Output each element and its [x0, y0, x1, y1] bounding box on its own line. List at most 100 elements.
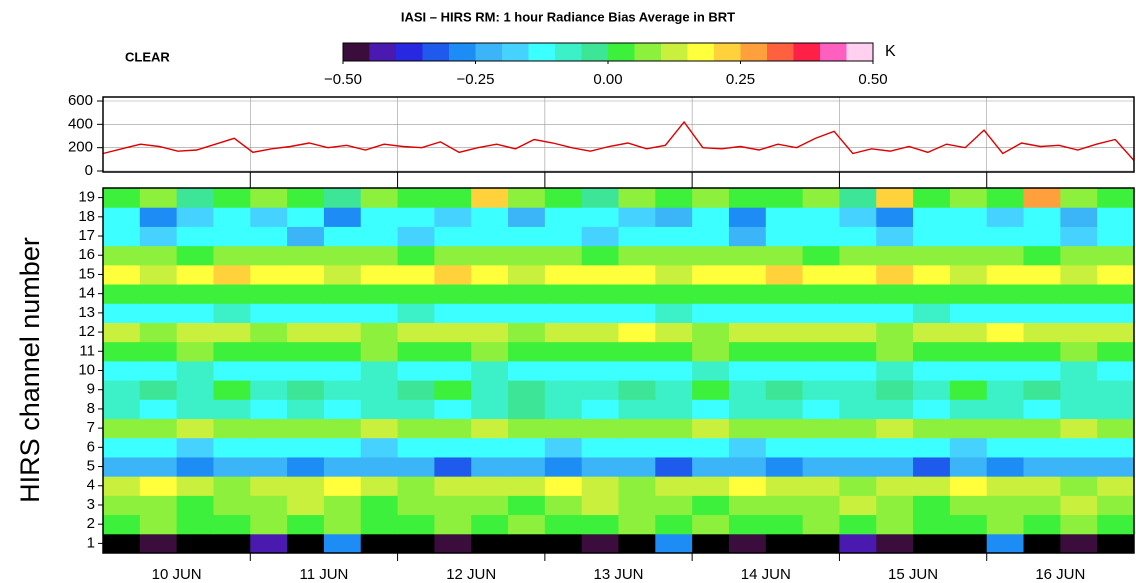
heat-cell: [765, 341, 804, 362]
heat-cell: [949, 437, 988, 458]
heat-cell: [692, 188, 730, 208]
heat-cell: [692, 303, 730, 323]
heat-cell: [876, 437, 914, 458]
y-tick-label: 19: [78, 189, 95, 206]
heat-cell: [618, 476, 656, 496]
colorbar-cell: [502, 43, 529, 61]
panel-frame: [102, 96, 1135, 173]
heat-cell: [1060, 456, 1098, 477]
heat-cell: [692, 399, 730, 420]
heat-cell: [103, 341, 141, 362]
heat-cell: [250, 264, 288, 285]
y-tick-label: 3: [87, 496, 95, 513]
heat-cell: [176, 322, 214, 343]
heat-cell: [213, 437, 251, 458]
heat-cell: [103, 533, 141, 554]
heat-cell: [692, 533, 730, 554]
heat-cell: [692, 437, 730, 458]
heat-cell: [1097, 226, 1135, 247]
heat-cell: [802, 380, 840, 400]
heat-cell: [250, 476, 288, 496]
heat-cell: [250, 284, 288, 304]
heat-cell: [139, 360, 178, 381]
heat-cell: [103, 188, 141, 208]
heat-cell: [103, 456, 141, 477]
heat-cell: [618, 514, 656, 535]
heat-cell: [692, 207, 730, 227]
heat-cell: [323, 456, 362, 477]
heat-cell: [360, 245, 399, 266]
heat-cell: [287, 418, 325, 439]
heat-cell: [434, 284, 472, 304]
heat-cell: [360, 476, 399, 496]
heat-cell: [618, 245, 656, 266]
heat-cell: [913, 341, 951, 362]
heat-cell: [323, 188, 362, 208]
heat-cell: [287, 188, 325, 208]
heat-cell: [728, 380, 767, 400]
colorbar-cell: [555, 43, 582, 61]
heat-cell: [434, 245, 472, 266]
heat-cell: [1060, 495, 1098, 516]
heat-cell: [323, 226, 362, 247]
heat-cell: [323, 322, 362, 343]
heat-cell: [1097, 188, 1135, 208]
heat-cell: [508, 418, 546, 439]
heat-cell: [176, 284, 214, 304]
colorbar-unit: K: [885, 43, 896, 60]
heat-cell: [913, 264, 951, 285]
heat-cell: [1023, 399, 1061, 420]
heat-cell: [250, 360, 288, 381]
heat-cell: [692, 380, 730, 400]
heat-cell: [802, 188, 840, 208]
heat-cell: [802, 514, 840, 535]
heat-cell: [434, 399, 472, 420]
heat-cell: [139, 476, 178, 496]
heat-cell: [1097, 437, 1135, 458]
heat-cell: [765, 322, 804, 343]
heat-cell: [139, 380, 178, 400]
heat-cell: [986, 476, 1025, 496]
heat-cell: [397, 226, 435, 247]
heat-cell: [1097, 476, 1135, 496]
heat-cell: [360, 399, 399, 420]
heat-cell: [397, 303, 435, 323]
heat-cell: [287, 456, 325, 477]
heat-cell: [1097, 514, 1135, 535]
heat-cell: [655, 284, 693, 304]
y-tick-label: 11: [79, 342, 95, 359]
heat-cell: [544, 207, 583, 227]
heat-cell: [728, 226, 767, 247]
heat-cell: [508, 399, 546, 420]
heat-cell: [360, 418, 399, 439]
heat-cell: [434, 437, 472, 458]
heat-cell: [397, 495, 435, 516]
heat-cell: [692, 284, 730, 304]
colorbar-cell: [528, 43, 556, 61]
heat-cell: [508, 341, 546, 362]
heat-cell: [213, 514, 251, 535]
heat-cell: [176, 380, 214, 400]
heat-cell: [471, 341, 509, 362]
heat-cell: [1060, 476, 1098, 496]
x-tick-label: 14 JUN: [741, 566, 791, 583]
y-tick-label: 8: [87, 400, 95, 417]
heat-cell: [471, 418, 509, 439]
heat-cell: [360, 303, 399, 323]
heat-cell: [287, 380, 325, 400]
heat-cell: [360, 264, 399, 285]
y-tick-label: 400: [68, 115, 93, 132]
heat-cell: [544, 360, 583, 381]
heat-cell: [655, 207, 693, 227]
heat-cell: [802, 360, 840, 381]
heat-cell: [618, 533, 656, 554]
heat-cell: [1060, 226, 1098, 247]
heat-cell: [949, 245, 988, 266]
heat-cell: [1060, 322, 1098, 343]
heat-cell: [913, 322, 951, 343]
heat-cell: [323, 360, 362, 381]
heat-cell: [618, 284, 656, 304]
heat-cell: [802, 303, 840, 323]
heat-cell: [692, 514, 730, 535]
